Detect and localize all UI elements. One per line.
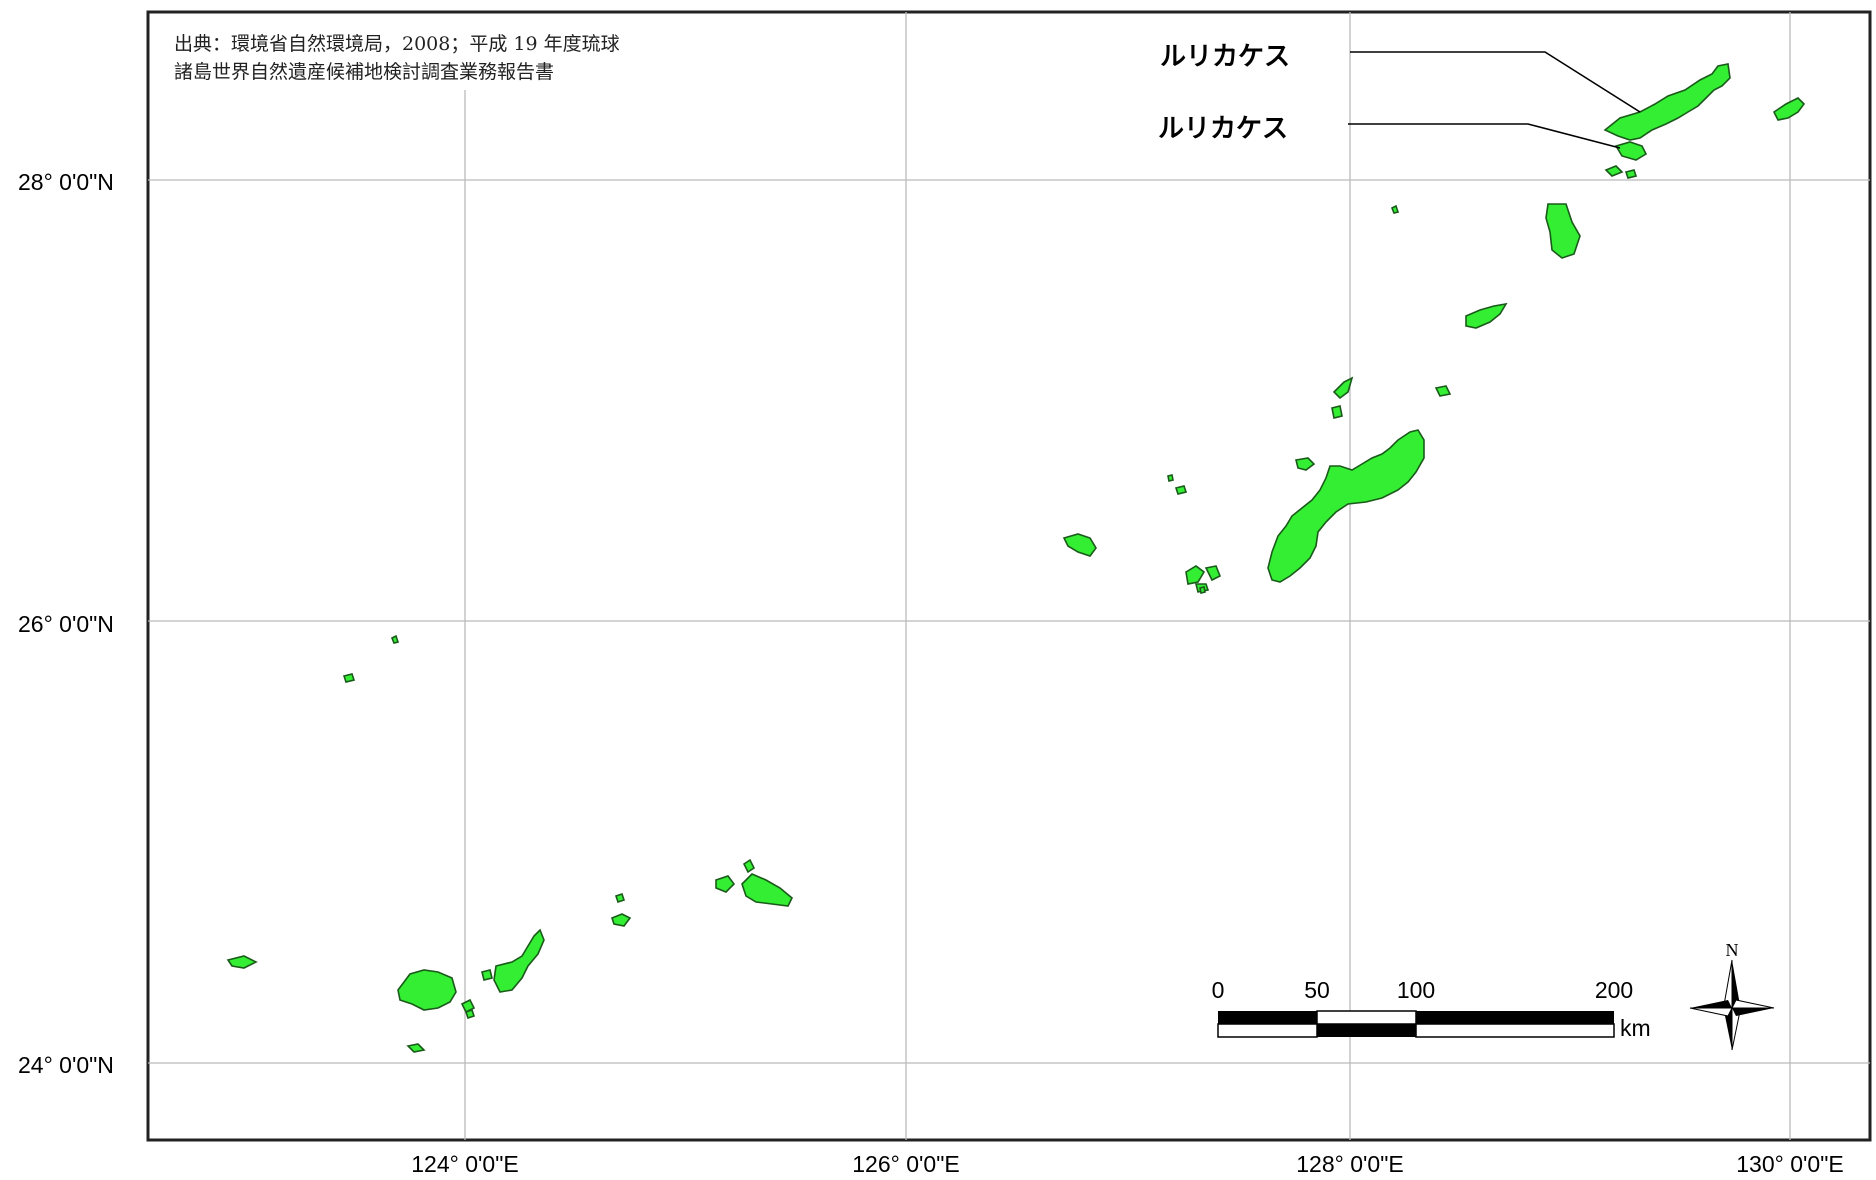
source-note-line1: 出典：環境省自然環境局，2008；平成 19 年度琉球 [174, 33, 620, 55]
island-amami-islet-2 [1624, 169, 1638, 179]
callout-leader-1 [1350, 51, 1641, 113]
island-hateruma [406, 1043, 426, 1053]
scale-bar: 0 50 100 200 km [1212, 977, 1651, 1041]
scale-seg-2-top [1316, 1010, 1417, 1025]
island-amami-oshima [1603, 63, 1731, 141]
callout-label-1: ルリカケス [1160, 42, 1290, 72]
island-kerama-1 [1185, 565, 1206, 585]
scale-tick-50: 50 [1304, 977, 1330, 1003]
map-frame [146, 10, 1872, 1142]
island-senkaku-2 [390, 634, 400, 644]
scale-tick-100: 100 [1397, 977, 1435, 1003]
island-iriomote [397, 969, 457, 1011]
callout-label-2: ルリカケス [1158, 114, 1288, 144]
island-yonaguni [226, 955, 258, 969]
north-label: N [1726, 940, 1739, 960]
island-tonaki [1174, 485, 1188, 495]
source-note-line2: 諸島世界自然遺産候補地検討調査業務報告書 [174, 61, 554, 83]
island-tokunoshima [1545, 203, 1581, 259]
island-senkaku-1 [342, 673, 356, 683]
island-okinoerabu [1465, 302, 1508, 329]
island-kohama [460, 998, 476, 1014]
island-miyako [741, 873, 793, 907]
scale-seg-1-top [1218, 1011, 1317, 1024]
lon-label-126: 126° 0'0"E [852, 1151, 959, 1177]
island-rock-1 [1390, 204, 1400, 214]
island-iheya [1332, 376, 1354, 400]
island-kerama-2 [1204, 565, 1222, 582]
islands [226, 63, 1806, 1053]
island-ie [1295, 457, 1316, 471]
island-minna [614, 892, 626, 904]
island-okinawa [1267, 429, 1425, 583]
lat-label-26: 26° 0'0"N [18, 611, 114, 637]
island-izena [1331, 405, 1343, 419]
graticule [148, 12, 1870, 1140]
island-kume [1062, 533, 1097, 557]
scale-seg-3-top [1416, 1011, 1614, 1024]
callout-leader-2 [1348, 123, 1621, 149]
north-arrow-icon: N [1689, 940, 1775, 1051]
island-kuroshima [464, 1008, 476, 1020]
island-kakeroma [1614, 141, 1648, 161]
scale-seg-2-bottom [1317, 1024, 1416, 1037]
island-tarama [611, 913, 632, 927]
callouts: ルリカケス ルリカケス [1158, 42, 1641, 149]
island-ishigaki [493, 928, 545, 993]
scale-tick-200: 200 [1595, 977, 1633, 1003]
island-miyako-north [742, 858, 756, 874]
island-yoron [1434, 385, 1452, 397]
lat-label-24: 24° 0'0"N [18, 1052, 114, 1078]
lon-label-130: 130° 0'0"E [1736, 1151, 1843, 1177]
lat-label-28: 28° 0'0"N [18, 169, 114, 195]
lon-label-128: 128° 0'0"E [1296, 1151, 1403, 1177]
island-amami-islet-1 [1604, 165, 1624, 177]
island-irabu [715, 875, 736, 893]
island-rock-2 [1167, 474, 1174, 482]
scale-seg-3-bottom [1415, 1023, 1615, 1038]
island-kikai [1772, 97, 1806, 121]
island-taketomi [481, 969, 493, 981]
island-rock-3 [1199, 586, 1206, 594]
lon-label-124: 124° 0'0"E [411, 1151, 518, 1177]
scale-unit: km [1620, 1015, 1651, 1041]
scale-tick-0: 0 [1212, 977, 1225, 1003]
scale-seg-1-bottom [1217, 1023, 1318, 1038]
